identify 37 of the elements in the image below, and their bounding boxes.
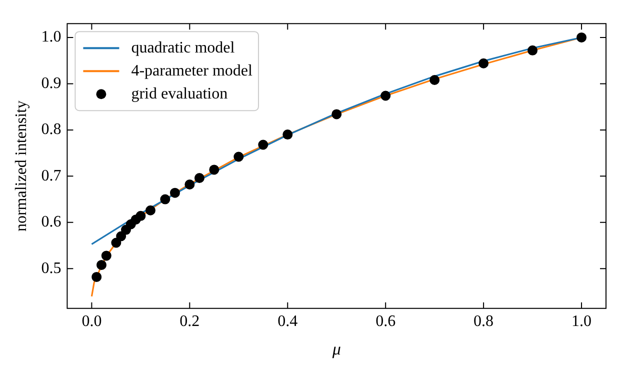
point: [234, 152, 244, 162]
point: [160, 194, 170, 204]
x-tick-label: 0.6: [376, 313, 396, 330]
point: [380, 90, 391, 101]
x-tick-label: 0.4: [278, 313, 298, 330]
x-tick-label: 1.0: [572, 313, 592, 330]
point: [576, 32, 587, 42]
y-tick-label: 0.5: [41, 260, 62, 277]
legend-label: grid evaluation: [131, 85, 228, 102]
point: [92, 272, 102, 282]
y-tick-label: 0.9: [41, 74, 62, 92]
legend-label: 4-parameter model: [131, 62, 254, 80]
point: [194, 173, 204, 184]
point: [282, 130, 293, 140]
point: [184, 179, 195, 190]
point: [528, 45, 538, 56]
point: [116, 231, 126, 242]
point: [209, 164, 220, 175]
point: [478, 58, 489, 68]
x-axis-title: μ: [331, 339, 341, 358]
point: [101, 250, 112, 261]
x-tick-label: 0.8: [474, 313, 494, 330]
y-axis-title: normalized intensity: [12, 100, 30, 232]
y-tick-label: 0.6: [41, 214, 62, 231]
point: [258, 140, 268, 150]
y-tick-label: 1.0: [41, 28, 62, 46]
point: [170, 188, 180, 198]
point: [430, 75, 440, 86]
x-tick-label: 0.2: [180, 313, 200, 330]
y-tick-label: 0.8: [41, 121, 62, 138]
point: [145, 205, 156, 216]
point: [332, 109, 342, 120]
y-tick-label: 0.7: [41, 167, 62, 184]
point: [96, 260, 106, 270]
point: [136, 210, 146, 221]
x-tick-label: 0.0: [82, 313, 102, 330]
legend-label: quadratic model: [131, 39, 236, 56]
